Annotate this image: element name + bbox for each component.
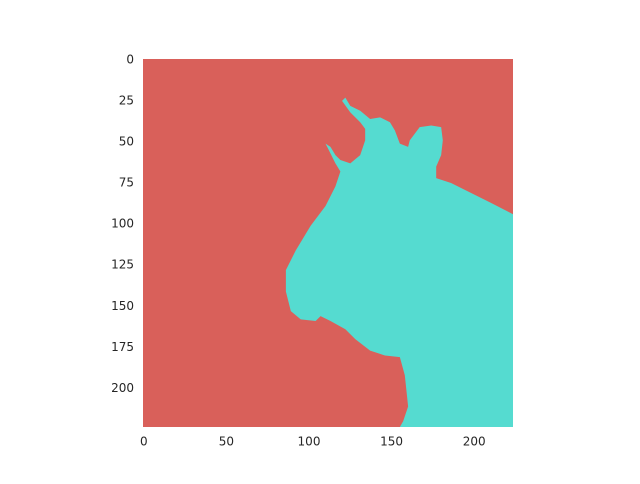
x-tick-label: 150 [380, 435, 403, 449]
y-tick-label: 200 [111, 381, 134, 395]
mask-region [285, 97, 513, 427]
y-tick-label: 125 [111, 258, 134, 272]
y-tick-label: 75 [119, 176, 134, 190]
y-tick-label: 175 [111, 340, 134, 354]
y-tick-label: 100 [111, 217, 134, 231]
y-tick-label: 0 [126, 52, 134, 66]
y-tick-label: 50 [119, 134, 134, 148]
x-tick-label: 100 [298, 435, 321, 449]
x-tick-label: 0 [140, 435, 148, 449]
y-tick-label: 150 [111, 299, 134, 313]
x-tick-label: 50 [219, 435, 234, 449]
x-tick-label: 200 [463, 435, 486, 449]
y-tick-label: 25 [119, 93, 134, 107]
